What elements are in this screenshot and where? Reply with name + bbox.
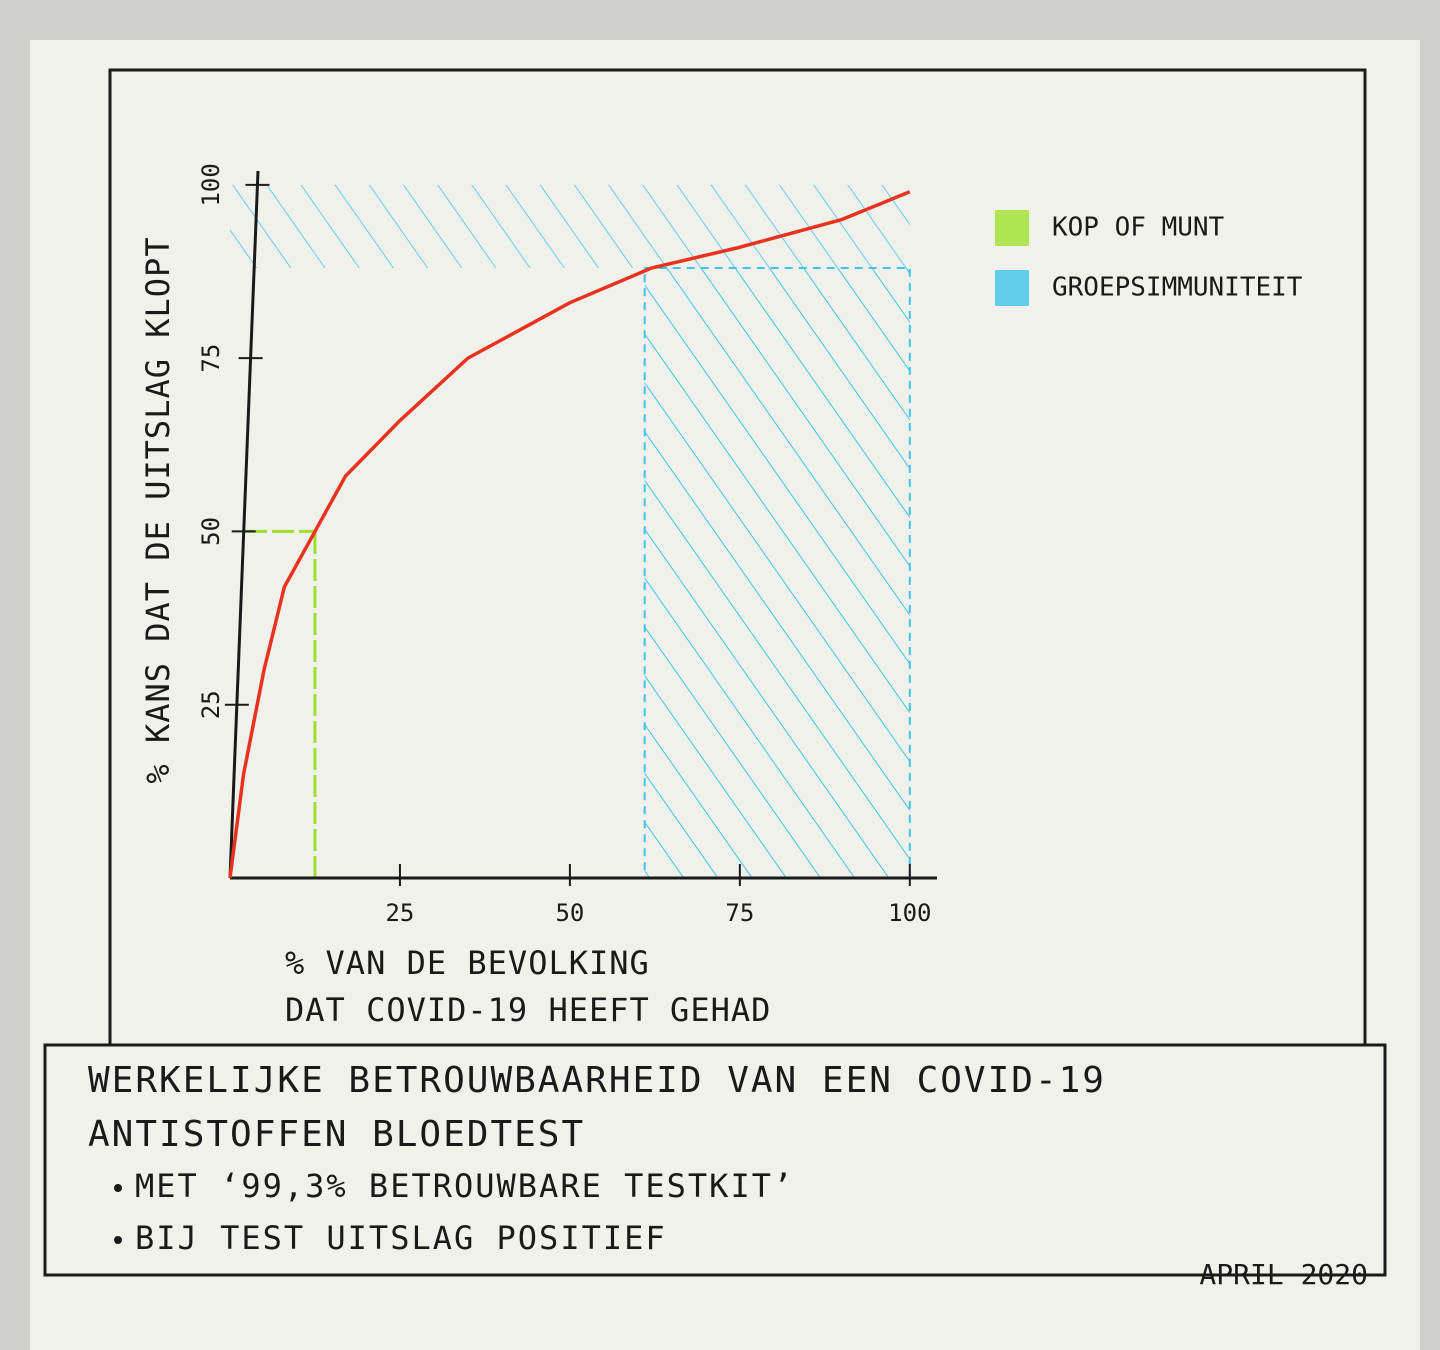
legend-swatch xyxy=(995,210,1029,246)
caption-title: ANTISTOFFEN BLOEDTEST xyxy=(88,1114,585,1155)
plot: 25 50 75 100 25 50 75 100 xyxy=(197,163,937,927)
caption-date: APRIL 2020 xyxy=(1199,1258,1368,1291)
caption-frame xyxy=(43,1043,1387,1277)
y-axis xyxy=(228,170,260,879)
x-axis-label: % VAN DE BEVOLKING xyxy=(285,944,650,982)
caption-title: WERKELIJKE BETROUWBAARHEID VAN EEN COVID… xyxy=(88,1060,1106,1101)
caption-bullet: MET ‘99,3% BETROUWBARE TESTKIT’ xyxy=(135,1167,794,1205)
x-tick-label: 75 xyxy=(725,899,754,927)
caption-bullet: BIJ TEST UITSLAG POSITIEF xyxy=(135,1219,667,1257)
immunity-region xyxy=(643,267,911,879)
bullet-dot xyxy=(114,1184,122,1192)
legend-label: KOP OF MUNT xyxy=(1052,213,1225,243)
y-tick-label: 100 xyxy=(197,163,225,206)
x-tick-label: 25 xyxy=(385,899,414,927)
x-tick-label: 100 xyxy=(888,899,931,927)
legend-label: GROEPSIMMUNITEIT xyxy=(1052,273,1303,303)
y-axis-label: % KANS DAT DE UITSLAG KLOPT xyxy=(139,236,177,783)
legend-swatch xyxy=(995,270,1029,306)
curve xyxy=(228,190,911,879)
y-tick-label: 25 xyxy=(197,690,225,719)
x-tick-label: 50 xyxy=(555,899,584,927)
immunity-band xyxy=(230,184,910,269)
y-tick-label: 50 xyxy=(197,517,225,546)
bullet-dot xyxy=(114,1236,122,1244)
x-axis-label: DAT COVID-19 HEEFT GEHAD xyxy=(285,991,771,1029)
y-tick-label: 75 xyxy=(197,344,225,373)
